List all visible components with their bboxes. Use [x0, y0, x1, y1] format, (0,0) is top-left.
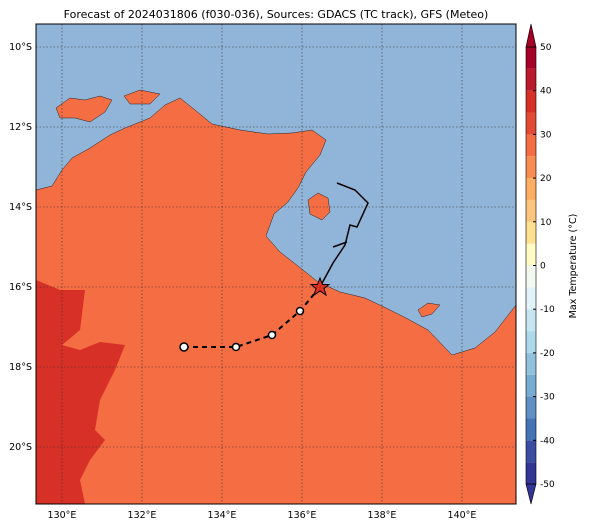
- track-point: [267, 330, 277, 340]
- observed-track: [319, 182, 369, 288]
- lon-label: 134°E: [208, 510, 237, 521]
- track-point: [231, 342, 241, 352]
- forecast-track: [184, 286, 321, 348]
- colorbar-tick-label: -20: [540, 349, 555, 359]
- colorbar-tick-label: 0: [540, 262, 546, 272]
- colorbar-band: [526, 47, 536, 69]
- map-title: Forecast of 2024031806 (f030-036), Sourc…: [64, 8, 489, 21]
- colorbar-tick-label: 50: [540, 43, 552, 53]
- lat-label: 20°S: [9, 442, 32, 453]
- island: [123, 89, 161, 105]
- track-point: [179, 342, 189, 352]
- island: [307, 192, 331, 221]
- colorbar-band: [526, 243, 536, 266]
- colorbar-label: Max Temperature (°C): [568, 214, 579, 319]
- island: [417, 302, 441, 318]
- track-point: [295, 306, 305, 316]
- lat-label: 18°S: [9, 362, 32, 373]
- map-area: [36, 24, 516, 504]
- hot-region: [36, 280, 125, 504]
- colorbar-band: [526, 68, 536, 91]
- colorbar-band: [526, 418, 536, 441]
- map-frame: [35, 23, 517, 505]
- colorbar-band: [526, 374, 536, 397]
- colorbar-band: [526, 112, 536, 135]
- colorbar-band: [526, 331, 536, 353]
- observed-track: [332, 241, 348, 248]
- colorbar-extend: [525, 23, 537, 48]
- colorbar-tick-label: -10: [540, 305, 555, 315]
- colorbar-band: [526, 440, 536, 463]
- colorbar-tick-label: 30: [540, 130, 552, 140]
- current-position: [309, 276, 331, 297]
- colorbar-tick-label: 20: [540, 174, 552, 184]
- colorbar-band: [526, 396, 536, 419]
- colorbar-band: [526, 134, 536, 157]
- colorbar-tick-label: 40: [540, 87, 552, 97]
- colorbar-band: [526, 178, 536, 200]
- lat-label: 16°S: [9, 282, 32, 293]
- colorbar-tick-label: -50: [540, 480, 555, 490]
- lat-label: 10°S: [9, 42, 32, 53]
- colorbar-band: [526, 352, 536, 375]
- colorbar-band: [526, 199, 536, 222]
- lon-label: 136°E: [288, 510, 317, 521]
- lon-label: 132°E: [128, 510, 157, 521]
- lon-label: 140°E: [448, 510, 477, 521]
- colorbar-band: [526, 156, 536, 179]
- lon-label: 138°E: [368, 510, 397, 521]
- colorbar-tick-label: -30: [540, 393, 555, 403]
- lat-label: 12°S: [9, 122, 32, 133]
- lat-label: 14°S: [9, 202, 32, 213]
- colorbar-extend: [525, 483, 537, 505]
- lon-label: 130°E: [48, 510, 77, 521]
- colorbar-tick-label: 10: [540, 218, 552, 228]
- island: [55, 95, 113, 123]
- land: [36, 97, 516, 504]
- colorbar-band: [526, 221, 536, 244]
- colorbar-band: [526, 462, 536, 484]
- colorbar-band: [526, 287, 536, 310]
- colorbar-tick-label: -40: [540, 436, 555, 446]
- colorbar-band: [526, 265, 536, 288]
- colorbar-band: [526, 90, 536, 113]
- colorbar-band: [526, 309, 536, 332]
